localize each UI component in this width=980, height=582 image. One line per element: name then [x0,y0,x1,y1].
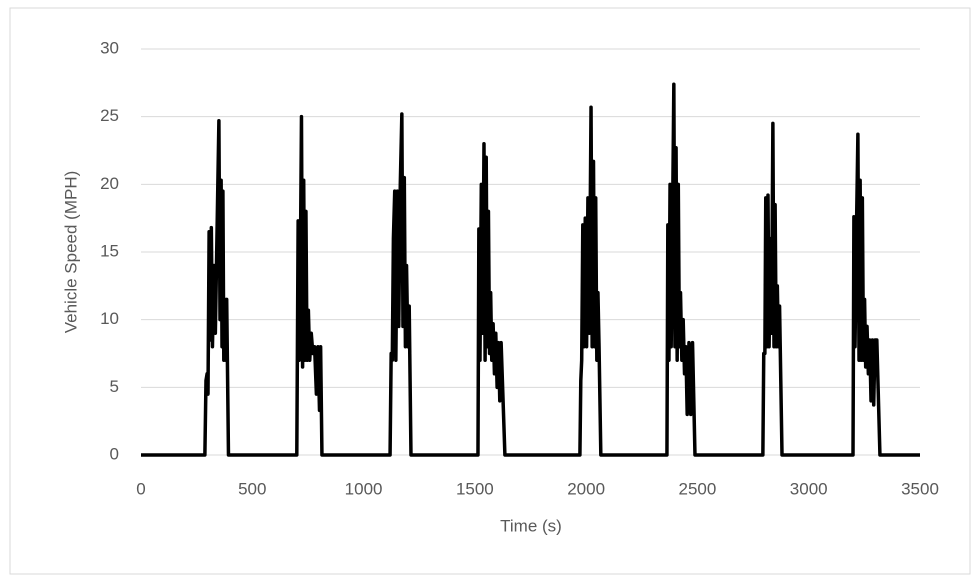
y-tick-label: 5 [110,377,119,396]
x-axis-label: Time (s) [500,516,562,535]
x-tick-label: 500 [238,479,266,498]
y-axis-label: Vehicle Speed (MPH) [61,171,80,334]
y-tick-label: 20 [100,174,119,193]
y-tick-label: 25 [100,106,119,125]
y-tick-label: 0 [110,444,119,463]
data-line [141,82,920,457]
x-tick-label: 0 [136,479,145,498]
x-tick-label: 3500 [901,479,939,498]
y-tick-label: 15 [100,241,119,260]
x-tick-label: 3000 [790,479,828,498]
y-tick-label: 30 [100,38,119,57]
x-tick-label: 1500 [456,479,494,498]
x-tick-label: 1000 [345,479,383,498]
x-tick-label: 2500 [679,479,717,498]
y-tick-label: 10 [100,309,119,328]
x-tick-label: 2000 [567,479,605,498]
